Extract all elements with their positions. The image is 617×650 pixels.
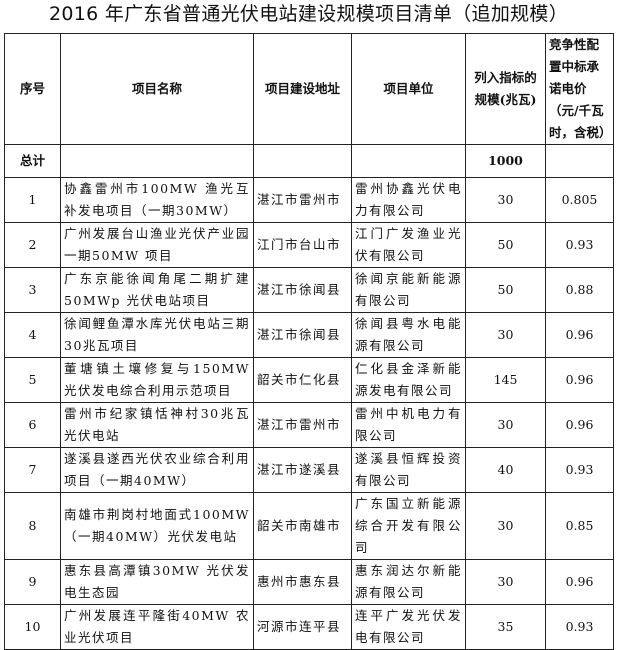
empty-cell	[351, 144, 466, 178]
row-location: 惠州市惠东县	[253, 559, 352, 605]
total-label: 总计	[4, 144, 61, 178]
row-project-name: 协鑫雷州市100MW 渔光互补发电项目（一期30MW）	[60, 177, 254, 223]
total-row: 总计 1000	[4, 144, 614, 178]
row-scale: 50	[465, 267, 546, 313]
table-row: 3 广东京能徐闻角尾二期扩建50MWp 光伏电站项目 湛江市徐闻县 徐闻京能新能源有限…	[4, 267, 614, 313]
row-location: 江门市台山市	[253, 222, 352, 268]
row-location: 湛江市雷州市	[253, 402, 352, 448]
row-scale: 50	[465, 222, 546, 268]
row-index: 6	[4, 402, 61, 448]
row-price: 0.93	[545, 222, 614, 268]
row-company: 徐闻京能新能源有限公司	[351, 267, 466, 313]
row-project-name: 广州发展连平隆街40MW 农业光伏项目	[60, 604, 254, 650]
row-company: 雷州中机电力有限公司	[351, 402, 466, 448]
table-row: 9 惠东县高潭镇30MW 光伏发电生态园 惠州市惠东县 惠东润达尔新能源有限公司 30 0…	[4, 559, 614, 605]
row-location: 湛江市徐闻县	[253, 267, 352, 313]
row-price: 0.96	[545, 357, 614, 403]
row-scale: 40	[465, 447, 546, 493]
row-project-name: 惠东县高潭镇30MW 光伏发电生态园	[60, 559, 254, 605]
project-table: 序号 项目名称 项目建设地址 项目单位 列入指标的规模(兆瓦) 竞争性配置中标承…	[4, 33, 614, 650]
row-price: 0.88	[545, 267, 614, 313]
header-company: 项目单位	[351, 33, 466, 145]
row-company: 徐闻县粤水电能源有限公司	[351, 312, 466, 358]
row-location: 湛江市徐闻县	[253, 312, 352, 358]
total-scale: 1000	[465, 144, 546, 178]
row-company: 连平广发光伏发电有限公司	[351, 604, 466, 650]
row-company: 惠东润达尔新能源有限公司	[351, 559, 466, 605]
row-price: 0.805	[545, 177, 614, 223]
row-index: 5	[4, 357, 61, 403]
row-location: 韶关市仁化县	[253, 357, 352, 403]
row-index: 3	[4, 267, 61, 313]
row-project-name: 广东京能徐闻角尾二期扩建50MWp 光伏电站项目	[60, 267, 254, 313]
table-row: 6 雷州市纪家镇恬神村30兆瓦光伏电站 湛江市雷州市 雷州中机电力有限公司 30 0.96	[4, 402, 614, 448]
row-index: 9	[4, 559, 61, 605]
row-company: 遂溪县恒辉投资有限公司	[351, 447, 466, 493]
header-index: 序号	[4, 33, 61, 145]
table-row: 2 广州发展台山渔业光伏产业园一期50MW 项目 江门市台山市 江门广发渔业光伏有限公…	[4, 222, 614, 268]
row-price: 0.85	[545, 492, 614, 560]
row-location: 河源市连平县	[253, 604, 352, 650]
row-location: 湛江市雷州市	[253, 177, 352, 223]
header-scale: 列入指标的规模(兆瓦)	[465, 33, 546, 145]
table-row: 5 董塘镇土壤修复与150MW 光伏发电综合利用示范项目 韶关市仁化县 仁化县金泽新能…	[4, 357, 614, 403]
row-company: 江门广发渔业光伏有限公司	[351, 222, 466, 268]
row-scale: 30	[465, 559, 546, 605]
row-scale: 30	[465, 177, 546, 223]
row-project-name: 南雄市荆岗村地面式100MW（一期40MW）光伏发电站	[60, 492, 254, 560]
row-project-name: 广州发展台山渔业光伏产业园一期50MW 项目	[60, 222, 254, 268]
row-project-name: 遂溪县遂西光伏农业综合利用项目（一期40MW）	[60, 447, 254, 493]
header-price: 竞争性配置中标承诺电价（元/千瓦时，含税）	[545, 33, 614, 145]
header-name: 项目名称	[60, 33, 254, 145]
row-scale: 30	[465, 492, 546, 560]
row-scale: 30	[465, 402, 546, 448]
page-title: 2016 年广东省普通光伏电站建设规模项目清单（追加规模）	[48, 3, 569, 25]
row-price: 0.93	[545, 604, 614, 650]
row-price: 0.96	[545, 312, 614, 358]
row-scale: 35	[465, 604, 546, 650]
row-project-name: 雷州市纪家镇恬神村30兆瓦光伏电站	[60, 402, 254, 448]
header-location: 项目建设地址	[253, 33, 352, 145]
table-row: 4 徐闻鲤鱼潭水库光伏电站三期30兆瓦项目 湛江市徐闻县 徐闻县粤水电能源有限公司 30…	[4, 312, 614, 358]
empty-cell	[545, 144, 614, 178]
header-row: 序号 项目名称 项目建设地址 项目单位 列入指标的规模(兆瓦) 竞争性配置中标承…	[4, 33, 614, 145]
row-index: 1	[4, 177, 61, 223]
empty-cell	[60, 144, 254, 178]
row-project-name: 董塘镇土壤修复与150MW 光伏发电综合利用示范项目	[60, 357, 254, 403]
row-scale: 145	[465, 357, 546, 403]
table-row: 8 南雄市荆岗村地面式100MW（一期40MW）光伏发电站 韶关市南雄市 广东国立新能…	[4, 492, 614, 560]
row-company: 广东国立新能源综合开发有限公司	[351, 492, 466, 560]
row-price: 0.93	[545, 447, 614, 493]
row-project-name: 徐闻鲤鱼潭水库光伏电站三期30兆瓦项目	[60, 312, 254, 358]
empty-cell	[253, 144, 352, 178]
row-index: 7	[4, 447, 61, 493]
row-index: 10	[4, 604, 61, 650]
row-company: 仁化县金泽新能源发电有限公司	[351, 357, 466, 403]
row-company: 雷州协鑫光伏电力有限公司	[351, 177, 466, 223]
row-index: 2	[4, 222, 61, 268]
row-location: 韶关市南雄市	[253, 492, 352, 560]
row-price: 0.96	[545, 559, 614, 605]
row-index: 8	[4, 492, 61, 560]
table-row: 7 遂溪县遂西光伏农业综合利用项目（一期40MW） 湛江市遂溪县 遂溪县恒辉投资有限公…	[4, 447, 614, 493]
row-price: 0.96	[545, 402, 614, 448]
row-scale: 30	[465, 312, 546, 358]
table-row: 10 广州发展连平隆街40MW 农业光伏项目 河源市连平县 连平广发光伏发电有限公司 3…	[4, 604, 614, 650]
table-row: 1 协鑫雷州市100MW 渔光互补发电项目（一期30MW） 湛江市雷州市 雷州协鑫光伏…	[4, 177, 614, 223]
row-index: 4	[4, 312, 61, 358]
row-location: 湛江市遂溪县	[253, 447, 352, 493]
